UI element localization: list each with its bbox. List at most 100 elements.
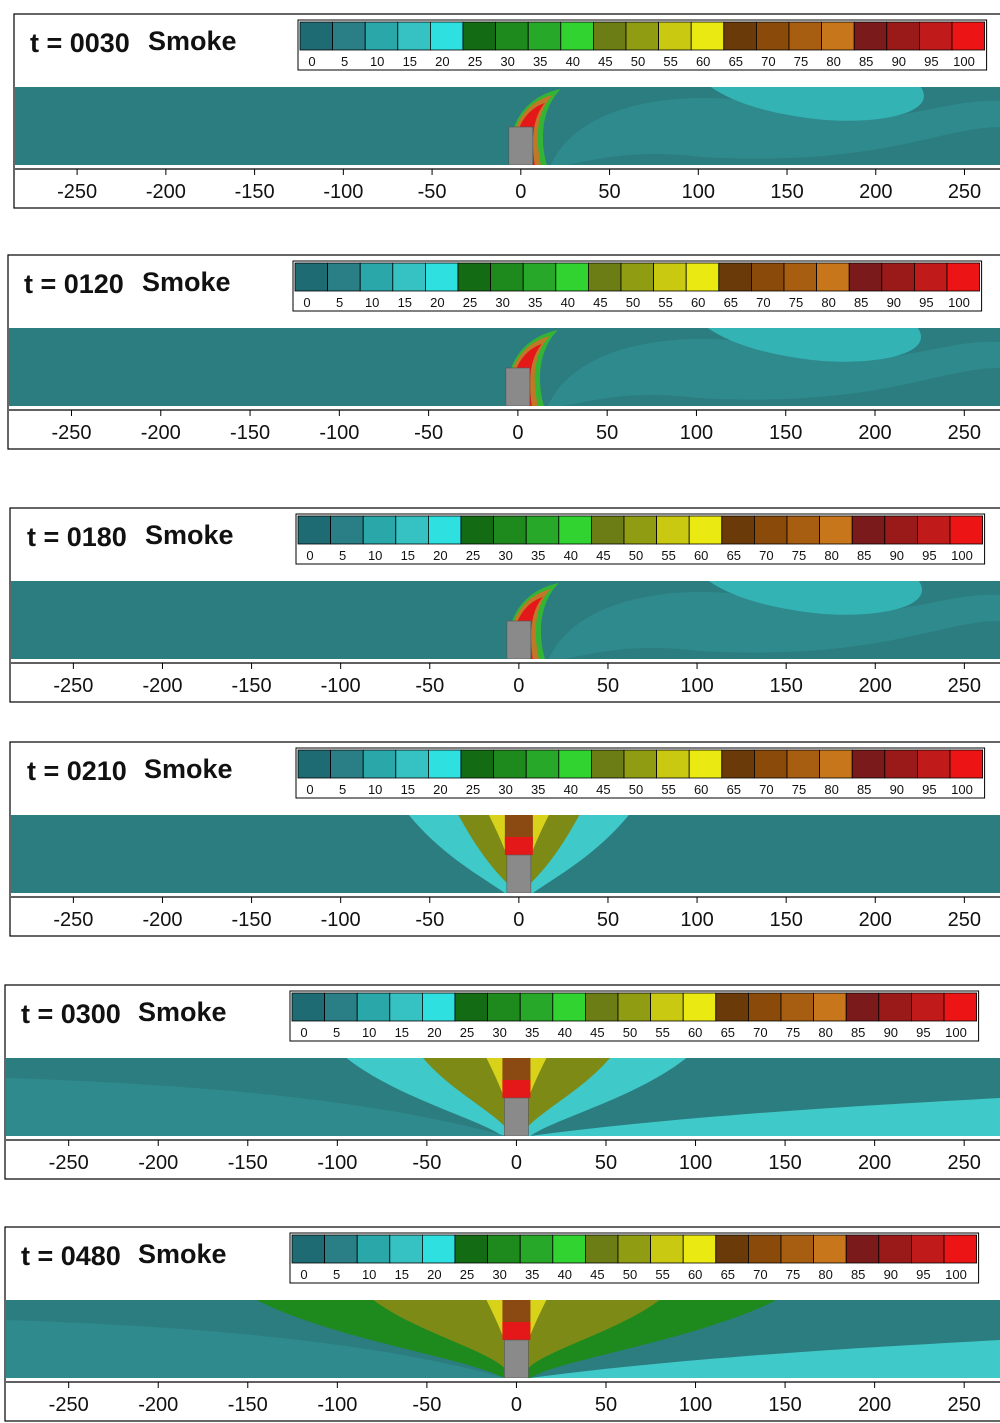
smoke-wave — [550, 97, 1000, 165]
x-tick-label: -200 — [138, 1152, 178, 1174]
colorbar-swatch — [427, 515, 462, 545]
colorbar-tick-label: 100 — [945, 1267, 967, 1282]
colorbar-tick-label: 0 — [303, 295, 310, 310]
smoke-field — [11, 815, 1000, 894]
colorbar-tick-label: 30 — [500, 54, 514, 69]
x-tick-label: 200 — [859, 909, 892, 931]
colorbar-tick-label: 30 — [492, 1267, 506, 1282]
x-tick-label: -250 — [51, 422, 91, 444]
colorbar-tick-label: 75 — [786, 1025, 800, 1040]
colorbar-swatch — [623, 749, 657, 779]
variable-label: Smoke — [138, 1239, 227, 1269]
colorbar-tick-label: 90 — [892, 54, 906, 69]
colorbar-tick-label: 10 — [362, 1267, 376, 1282]
colorbar-tick-label: 5 — [333, 1025, 340, 1040]
x-tick-label: 0 — [511, 1152, 522, 1174]
colorbar-tick-label: 40 — [564, 548, 578, 563]
floor-line — [6, 1378, 1000, 1381]
colorbar-swatch — [364, 21, 399, 51]
colorbar-tick-label: 65 — [721, 1267, 735, 1282]
colorbar-tick-label: 30 — [498, 548, 512, 563]
colorbar-swatch — [911, 1234, 945, 1264]
colorbar-tick-label: 5 — [339, 548, 346, 563]
obstacle-block — [506, 620, 532, 660]
colorbar-swatch — [943, 1234, 977, 1264]
colorbar-swatch — [748, 992, 782, 1022]
colorbar-tick-label: 100 — [953, 54, 975, 69]
colorbar-tick-label: 75 — [786, 1267, 800, 1282]
time-label: t = 0480 — [21, 1241, 121, 1271]
colorbar-tick-label: 100 — [951, 782, 973, 797]
colorbar: 0 5 10 15 20 25 30 35 40 45 50 55 60 65 70 75 80 85 90 95 10… — [289, 1232, 980, 1284]
colorbar-tick-label: 15 — [395, 1025, 409, 1040]
colorbar-swatch — [721, 515, 755, 545]
smoke-field — [6, 1058, 1000, 1137]
variable-label: Smoke — [148, 26, 237, 56]
colorbar-swatch — [656, 749, 690, 779]
x-tick-label: -150 — [228, 1394, 268, 1416]
colorbar-swatch — [917, 749, 951, 779]
colorbar-tick-label: 10 — [368, 782, 382, 797]
colorbar-swatch — [454, 1234, 488, 1264]
colorbar-swatch — [522, 262, 557, 292]
colorbar-swatch — [754, 515, 788, 545]
colorbar-swatch — [588, 262, 622, 292]
colorbar-swatch — [291, 992, 325, 1022]
x-tick-label: -50 — [414, 422, 443, 444]
colorbar-swatch — [884, 515, 918, 545]
colorbar-swatch — [427, 749, 462, 779]
variable-label: Smoke — [145, 520, 234, 550]
colorbar-tick-label: 100 — [948, 295, 970, 310]
colorbar: 0 5 10 15 20 25 30 35 40 45 50 55 60 65 70 75 80 85 90 95 10… — [289, 990, 980, 1042]
colorbar-tick-label: 90 — [887, 295, 901, 310]
colorbar-swatch — [911, 992, 945, 1022]
x-tick-label: -200 — [141, 422, 181, 444]
colorbar-swatch — [682, 1234, 717, 1264]
colorbar-tick-label: 35 — [533, 54, 547, 69]
colorbar-tick-label: 80 — [824, 548, 838, 563]
x-tick-label: -200 — [138, 1394, 178, 1416]
colorbar-swatch — [585, 1234, 619, 1264]
colorbar-tick-label: 95 — [922, 548, 936, 563]
colorbar-tick-label: 0 — [300, 1025, 307, 1040]
plume-core — [502, 1080, 531, 1098]
colorbar-tick-label: 25 — [460, 1267, 474, 1282]
x-tick-label: 200 — [858, 422, 891, 444]
colorbar-tick-label: 50 — [629, 782, 643, 797]
colorbar-swatch — [886, 21, 920, 51]
x-tick-label: 0 — [513, 909, 524, 931]
colorbar-tick-label: 15 — [401, 548, 415, 563]
colorbar-tick-label: 80 — [821, 295, 835, 310]
colorbar-swatch — [878, 1234, 912, 1264]
colorbar-tick-label: 35 — [525, 1025, 539, 1040]
colorbar-tick-label: 20 — [427, 1025, 441, 1040]
colorbar-swatch — [658, 21, 692, 51]
x-tick-label: 100 — [680, 675, 713, 697]
x-tick-label: 0 — [515, 181, 526, 203]
colorbar-tick-label: 45 — [596, 548, 610, 563]
colorbar-swatch — [620, 262, 654, 292]
colorbar-swatch — [332, 21, 366, 51]
colorbar-tick-label: 15 — [395, 1267, 409, 1282]
colorbar-swatch — [560, 21, 594, 51]
colorbar-swatch — [623, 515, 657, 545]
x-tick-label: 50 — [597, 909, 619, 931]
colorbar-swatch — [527, 21, 562, 51]
colorbar-tick-label: 45 — [593, 295, 607, 310]
colorbar-tick-label: 85 — [857, 782, 871, 797]
colorbar-tick-label: 0 — [300, 1267, 307, 1282]
colorbar-swatch — [819, 515, 853, 545]
colorbar-swatch — [816, 262, 850, 292]
smoke-field — [6, 1300, 1000, 1379]
colorbar-tick-label: 0 — [306, 548, 313, 563]
colorbar-tick-label: 65 — [721, 1025, 735, 1040]
panel-frame — [4, 1226, 1000, 1422]
x-tick-label: 250 — [948, 181, 981, 203]
colorbar-swatch — [951, 21, 985, 51]
colorbar-swatch — [495, 21, 529, 51]
time-label: t = 0120 — [24, 269, 124, 299]
colorbar-tick-label: 90 — [890, 782, 904, 797]
x-tick-label: -150 — [232, 909, 272, 931]
x-tick-label: -200 — [142, 675, 182, 697]
colorbar-swatch — [519, 1234, 554, 1264]
